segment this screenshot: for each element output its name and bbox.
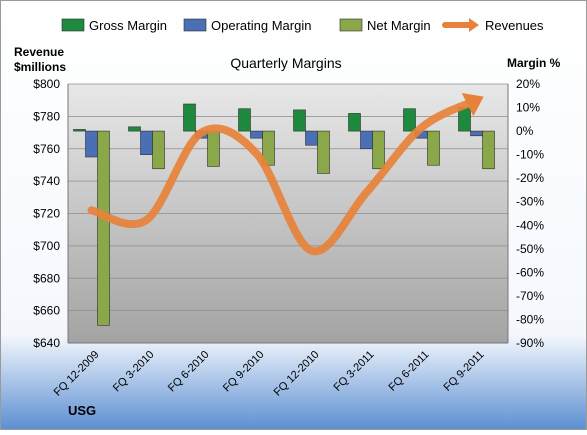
right-axis-tick-label: -10% — [516, 148, 544, 162]
left-axis-tick-label: $680 — [33, 271, 60, 285]
bar — [348, 113, 361, 132]
left-axis-tick-label: $640 — [33, 336, 60, 350]
left-axis-tick-label: $700 — [33, 239, 60, 253]
bar — [85, 130, 98, 158]
left-axis-tick-label: $720 — [33, 207, 60, 221]
right-axis-tick-label: -70% — [516, 289, 544, 303]
legend-label: Revenues — [485, 18, 544, 33]
bar — [97, 130, 110, 326]
left-axis-label-line-2: $millions — [14, 60, 66, 74]
left-axis-tick-label: $760 — [33, 142, 60, 156]
right-axis-tick-label: 20% — [516, 77, 540, 91]
right-axis-tick-label: -20% — [516, 171, 544, 185]
bar — [293, 109, 306, 132]
bar — [238, 108, 251, 132]
bar — [152, 130, 165, 170]
right-axis-tick-label: -50% — [516, 242, 544, 256]
right-axis-tick-label: -30% — [516, 195, 544, 209]
bar — [183, 103, 196, 132]
revenue-arrowhead — [461, 93, 484, 117]
bar — [360, 130, 373, 150]
bar — [427, 130, 440, 166]
left-axis-tick-label: $740 — [33, 174, 60, 188]
legend-label: Net Margin — [367, 18, 431, 33]
legend-swatch-arrowhead — [469, 18, 479, 32]
right-axis-tick-label: -40% — [516, 218, 544, 232]
bar — [470, 130, 483, 137]
right-axis-tick-label: 10% — [516, 101, 540, 115]
bar — [482, 130, 495, 170]
right-axis-tick-label: -80% — [516, 312, 544, 326]
right-axis-tick-label: -90% — [516, 336, 544, 350]
bar — [305, 130, 318, 146]
legend-swatch — [183, 18, 207, 32]
right-axis-label: Margin % — [507, 56, 561, 70]
bar — [73, 129, 86, 132]
left-axis-tick-label: $660 — [33, 304, 60, 318]
legend-swatch — [339, 18, 363, 32]
bar — [128, 126, 141, 132]
bar — [207, 130, 220, 167]
bar — [372, 130, 385, 170]
legend-label: Gross Margin — [89, 18, 167, 33]
bar — [140, 130, 153, 155]
legend-swatch — [61, 18, 85, 32]
bar — [403, 108, 416, 132]
right-axis-tick-label: 0% — [516, 124, 534, 138]
bar — [458, 107, 471, 132]
company-label: USG — [68, 403, 96, 418]
bar — [250, 130, 263, 139]
revenue-line — [87, 96, 481, 256]
bar — [317, 130, 330, 174]
left-axis-tick-label: $780 — [33, 109, 60, 123]
chart-title: Quarterly Margins — [230, 55, 341, 71]
left-axis-label-line-1: Revenue — [14, 45, 64, 59]
legend-label: Operating Margin — [211, 18, 311, 33]
right-axis-tick-label: -60% — [516, 265, 544, 279]
left-axis-tick-label: $800 — [33, 77, 60, 91]
